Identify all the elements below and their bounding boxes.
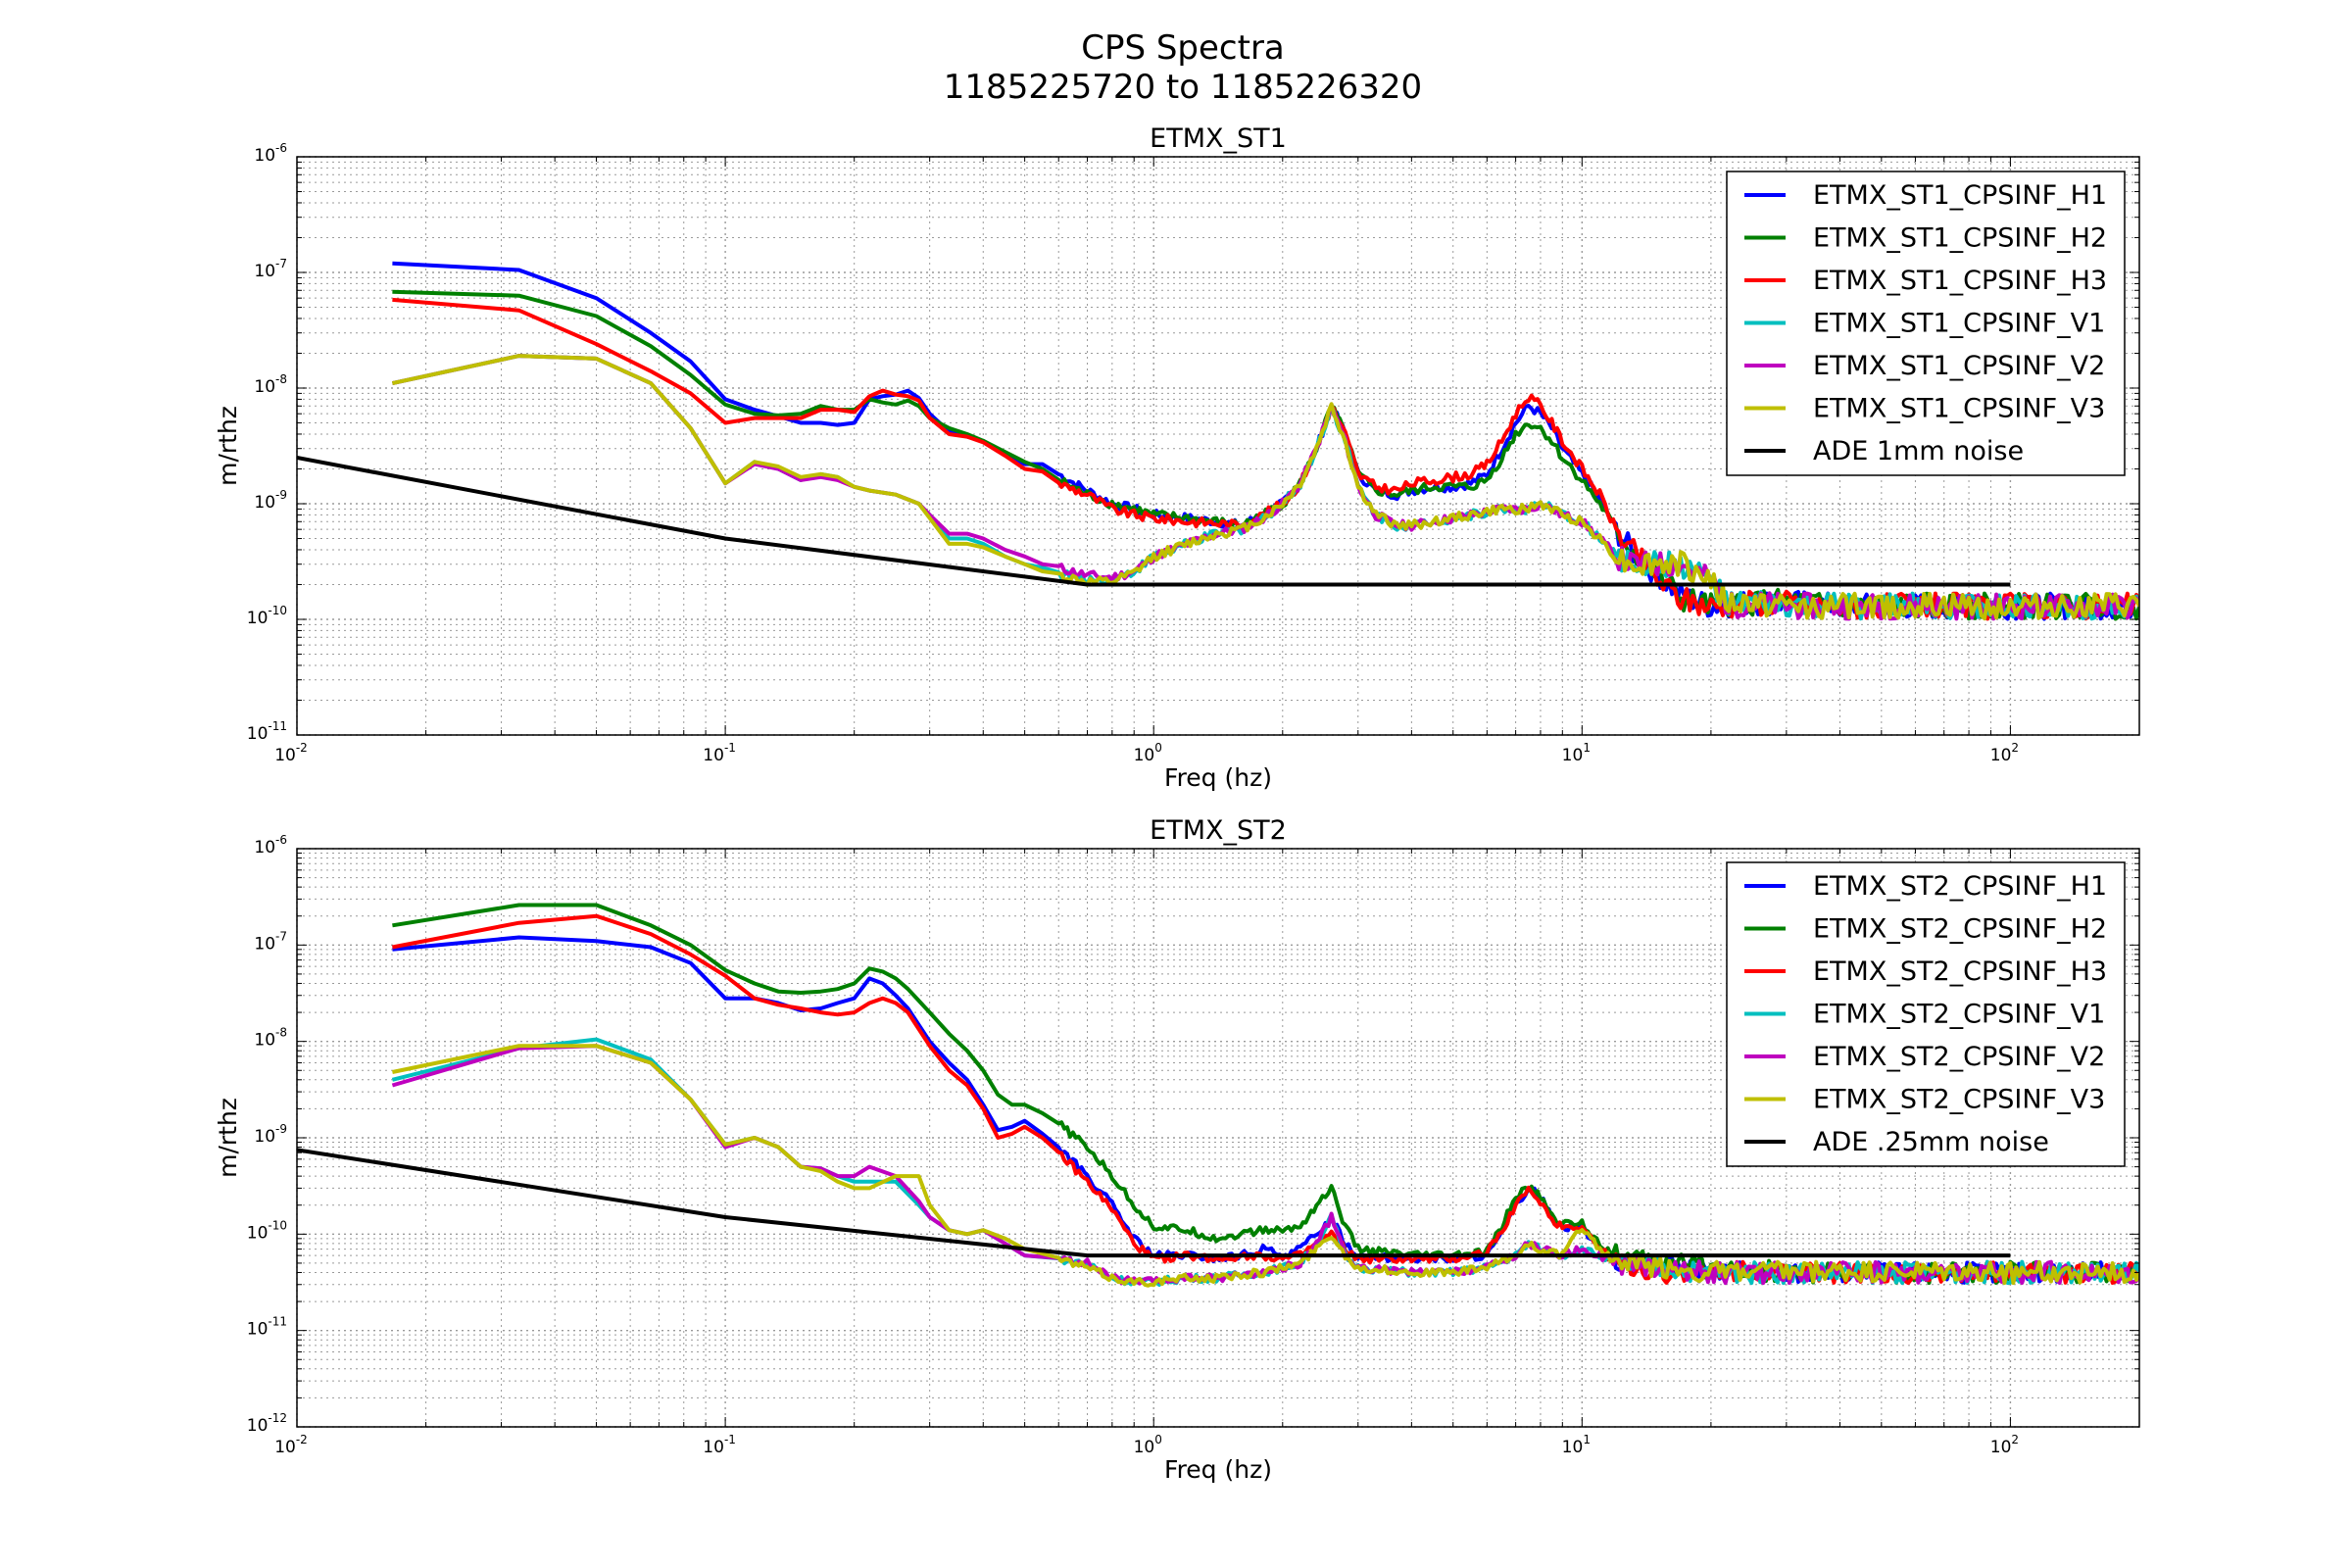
legend-entry: ETMX_ST2_CPSINF_H3 (1813, 956, 2107, 987)
legend-entry: ETMX_ST2_CPSINF_H2 (1813, 914, 2107, 945)
legend-entry: ETMX_ST1_CPSINF_V2 (1813, 351, 2105, 381)
series-line (297, 456, 2011, 587)
y-tick-label: 10-11 (247, 1315, 287, 1340)
x-tick-label: 10-1 (703, 1433, 736, 1457)
chart-etmx-st2: 10-2 10-1 100 101 102 10-12 10-11 10-10 10-9 10-8… (214, 815, 2140, 1484)
figure-title-line2: 1185225720 to 1185226320 (944, 68, 1422, 107)
y-tick-label: 10-7 (254, 257, 287, 281)
y-tick-label: 10-8 (254, 372, 287, 397)
x-tick-label: 10-2 (274, 1433, 308, 1457)
y-tick-label: 10-7 (254, 929, 287, 954)
y-axis-label: m/rthz (214, 1098, 242, 1178)
legend-entry: ETMX_ST2_CPSINF_H1 (1813, 871, 2107, 902)
series-line (391, 354, 2139, 621)
y-tick-label: 10-10 (247, 604, 287, 628)
x-tick-label: 102 (1990, 741, 2019, 765)
chart-title: ETMX_ST1 (1150, 123, 1287, 154)
x-axis-label: Freq (hz) (1164, 1455, 1272, 1484)
y-tick-label: 10-9 (254, 488, 287, 513)
x-tick-label: 10-1 (703, 741, 736, 765)
x-axis-label: Freq (hz) (1164, 763, 1272, 792)
series-line (297, 1148, 2011, 1258)
legend-entry: ETMX_ST1_CPSINF_H1 (1813, 180, 2107, 211)
legend-entry: ETMX_ST1_CPSINF_V3 (1813, 394, 2105, 424)
legend-entry: ETMX_ST2_CPSINF_V2 (1813, 1042, 2105, 1072)
chart-etmx-st1: 10-2 10-1 100 101 102 10-11 10-10 10-9 10-8 10-7 1… (214, 123, 2140, 792)
y-tick-label: 10-11 (247, 719, 287, 744)
x-tick-label: 100 (1134, 741, 1162, 765)
legend-entry: ETMX_ST1_CPSINF_H3 (1813, 266, 2107, 296)
y-tick-label: 10-9 (254, 1122, 287, 1147)
x-tick-label: 101 (1562, 741, 1591, 765)
figure-title-line1: CPS Spectra (1081, 28, 1285, 68)
y-tick-label: 10-6 (254, 833, 287, 858)
chart-title: ETMX_ST2 (1150, 815, 1287, 846)
legend-entry: ETMX_ST2_CPSINF_V3 (1813, 1085, 2105, 1115)
legend-entry: ETMX_ST1_CPSINF_V1 (1813, 309, 2105, 339)
y-axis-label: m/rthz (214, 406, 242, 486)
x-tick-label: 100 (1134, 1433, 1162, 1457)
y-tick-label: 10-8 (254, 1026, 287, 1051)
y-tick-label: 10-10 (247, 1218, 287, 1243)
x-tick-label: 102 (1990, 1433, 2019, 1457)
legend-entry: ADE 1mm noise (1813, 436, 2024, 466)
x-tick-label: 101 (1562, 1433, 1591, 1457)
legend-entry: ETMX_ST2_CPSINF_V1 (1813, 1000, 2105, 1030)
legend-entry: ADE .25mm noise (1813, 1127, 2049, 1157)
legend: ETMX_ST2_CPSINF_H1 ETMX_ST2_CPSINF_H2 ETMX… (1726, 861, 2126, 1167)
series-line (391, 1044, 2139, 1288)
y-tick-label: 10-6 (254, 141, 287, 166)
plot-frame (296, 156, 2140, 736)
x-tick-label: 10-2 (274, 741, 308, 765)
legend: ETMX_ST1_CPSINF_H1 ETMX_ST1_CPSINF_H2 ETMX… (1726, 171, 2126, 476)
y-tick-label: 10-12 (247, 1411, 287, 1436)
legend-entry: ETMX_ST1_CPSINF_H2 (1813, 223, 2107, 254)
